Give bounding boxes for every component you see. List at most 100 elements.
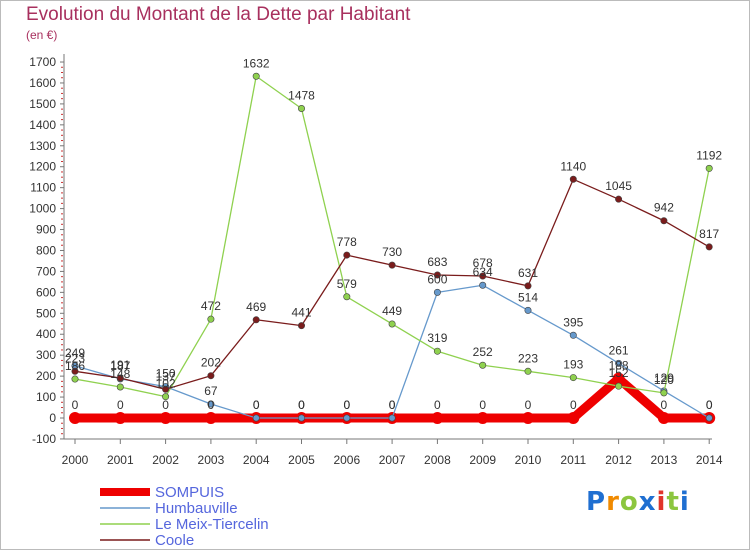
data-label: 817 [699, 227, 719, 241]
data-label: 0 [162, 398, 169, 412]
data-label: 395 [563, 315, 583, 329]
logo-letter: o [619, 487, 639, 517]
data-label: 0 [298, 398, 305, 412]
data-point [116, 383, 124, 391]
logo-letter: x [638, 487, 657, 517]
data-label: 469 [246, 300, 266, 314]
data-point [343, 293, 351, 301]
data-point [433, 271, 441, 279]
data-label: 683 [427, 255, 447, 269]
data-point [252, 72, 260, 80]
x-tick-label: 2011 [560, 453, 586, 467]
data-label: 0 [72, 398, 79, 412]
data-label: 223 [518, 351, 538, 365]
data-point [207, 400, 215, 408]
data-label: 187 [110, 359, 130, 373]
data-label: 1192 [696, 148, 722, 162]
chart-unit-label: (en €) [26, 28, 58, 42]
data-point [388, 320, 396, 328]
y-tick-label: 1300 [29, 139, 56, 153]
y-tick-label: 1200 [29, 160, 56, 174]
data-point [524, 367, 532, 375]
data-label: 191 [110, 358, 130, 372]
data-point [71, 375, 79, 383]
data-label: 0 [298, 398, 305, 412]
data-label: 579 [337, 277, 357, 291]
data-label: 514 [518, 290, 538, 304]
legend-label: Humbauville [155, 500, 238, 517]
data-point [476, 412, 489, 424]
data-label: 261 [609, 343, 629, 357]
data-point [705, 164, 713, 172]
data-label: 0 [389, 398, 396, 412]
data-label: 0 [706, 398, 713, 412]
data-label: 778 [337, 235, 357, 249]
logo-letter: P [586, 487, 607, 517]
data-point [431, 412, 444, 424]
data-point [660, 389, 668, 397]
data-point [297, 105, 305, 113]
data-label: 193 [563, 358, 583, 372]
series-le-meix-tiercelin [71, 72, 713, 401]
data-point [69, 412, 81, 424]
data-label: 600 [427, 272, 447, 286]
x-tick-label: 2005 [288, 453, 315, 467]
data-label: 137 [156, 369, 176, 383]
proxiti-logo: Proxiti [586, 487, 690, 517]
data-point [705, 243, 713, 251]
data-point [297, 414, 305, 422]
y-tick-label: 1500 [29, 97, 56, 111]
data-point [343, 414, 351, 422]
data-label: 129 [654, 371, 674, 385]
data-point [567, 412, 580, 424]
data-point [479, 281, 487, 289]
y-tick-label: 800 [36, 243, 56, 257]
y-tick-label: 1600 [29, 76, 56, 90]
data-label: 942 [654, 201, 674, 215]
data-point [252, 316, 260, 324]
y-tick-label: 1400 [29, 118, 56, 132]
data-label: 730 [382, 245, 402, 259]
data-point [207, 315, 215, 323]
logo-letter: i [656, 487, 667, 517]
data-point [657, 412, 670, 424]
y-tick-label: 600 [36, 285, 56, 299]
data-label: 202 [201, 356, 221, 370]
data-point [569, 374, 577, 382]
data-label: 0 [479, 398, 486, 412]
labels-le-meix-tiercelin: 186 148 102 472 1632 1478 579 449 319 252 223 193 15… [65, 56, 722, 390]
y-tick-label: 200 [36, 369, 56, 383]
chart-title: Evolution du Montant de la Dette par Hab… [26, 4, 411, 25]
data-label: 472 [201, 299, 221, 313]
legend-label: Coole [155, 532, 194, 549]
data-label: 0 [661, 398, 668, 412]
data-label: 1478 [288, 89, 315, 103]
data-point [615, 382, 623, 390]
y-tick-label: 300 [36, 348, 56, 362]
data-label: 152 [609, 366, 629, 380]
data-label: 631 [518, 266, 538, 280]
data-point [343, 251, 351, 259]
data-label: 1140 [560, 159, 586, 173]
y-tick-label: 100 [36, 390, 56, 404]
labels-coole: 223 191 137 202 469 441 778 730 683 678 631 1140 104… [65, 159, 720, 383]
y-tick-label: 900 [36, 223, 56, 237]
data-point [388, 261, 396, 269]
x-tick-label: 2010 [515, 453, 542, 467]
data-point [114, 412, 127, 424]
data-point [660, 217, 668, 225]
data-point [433, 288, 441, 296]
data-point [297, 322, 305, 330]
data-point [162, 385, 170, 393]
data-label: 0 [706, 398, 713, 412]
data-label: 0 [389, 398, 396, 412]
data-label: 223 [65, 351, 85, 365]
data-point [204, 412, 217, 424]
legend-label: SOMPUIS [155, 484, 224, 501]
y-tick-label: 500 [36, 306, 56, 320]
x-tick-label: 2008 [424, 453, 451, 467]
data-label: 0 [117, 398, 124, 412]
data-label: 67 [204, 384, 218, 398]
